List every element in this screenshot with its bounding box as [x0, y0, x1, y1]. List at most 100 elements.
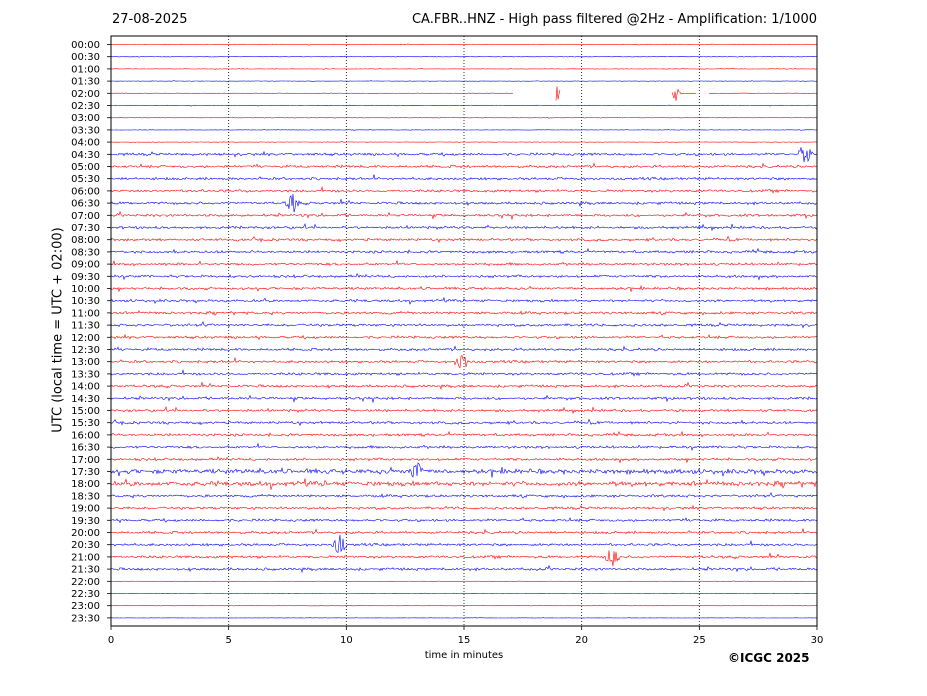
row-label: 16:00: [71, 430, 100, 441]
x-tick-label: 25: [693, 635, 706, 646]
trace-13:00: [110, 354, 818, 369]
row-label: 20:00: [71, 528, 100, 539]
row-label: 23:00: [71, 601, 100, 612]
row-label: 13:00: [71, 357, 100, 368]
trace-07:30: [110, 222, 818, 232]
trace-04:30: [110, 147, 818, 163]
row-label: 06:30: [71, 199, 100, 210]
row-label: 09:00: [71, 260, 100, 271]
trace-23:30: [111, 617, 818, 619]
row-label: 09:30: [71, 272, 100, 283]
trace-01:30: [110, 80, 818, 83]
trace-03:30: [110, 129, 817, 131]
trace-23:00: [110, 604, 818, 607]
row-label: 03:00: [71, 113, 100, 124]
trace-11:30: [110, 321, 818, 329]
trace-09:30: [110, 273, 818, 281]
trace-00:00: [111, 43, 818, 46]
trace-14:30: [110, 394, 818, 403]
row-label: 17:00: [71, 455, 100, 466]
row-label: 12:30: [71, 345, 100, 356]
row-label: 22:30: [71, 589, 100, 600]
row-label: 10:30: [71, 296, 100, 307]
row-label: 05:30: [71, 174, 100, 185]
row-label: 22:00: [71, 577, 100, 588]
trace-08:00: [110, 235, 818, 244]
row-label: 07:30: [71, 223, 100, 234]
row-label: 12:00: [71, 333, 100, 344]
row-label: 11:30: [71, 321, 100, 332]
x-tick-label: 5: [225, 635, 231, 646]
trace-17:00: [110, 456, 818, 464]
row-label: 06:00: [71, 186, 100, 197]
trace-03:00: [110, 116, 817, 119]
trace-05:00: [110, 162, 818, 169]
row-label: 08:00: [71, 235, 100, 246]
trace-11:00: [110, 310, 818, 316]
row-label: 11:00: [71, 308, 100, 319]
row-label: 04:00: [71, 138, 100, 149]
trace-17:30: [110, 462, 818, 478]
trace-19:00: [110, 504, 818, 512]
row-label: 21:30: [71, 565, 100, 576]
trace-16:30: [110, 442, 818, 452]
row-label: 21:00: [71, 552, 100, 563]
row-label: 16:30: [71, 443, 100, 454]
trace-02:00: [110, 86, 817, 101]
x-tick-label: 0: [108, 635, 114, 646]
trace-09:00: [110, 259, 818, 267]
trace-06:00: [110, 186, 818, 194]
trace-20:30: [110, 534, 818, 553]
trace-21:00: [110, 550, 818, 567]
trace-05:30: [110, 174, 818, 181]
row-label: 10:00: [71, 284, 100, 295]
row-label: 01:00: [71, 64, 100, 75]
row-label: 07:00: [71, 211, 100, 222]
trace-10:30: [110, 296, 818, 305]
row-label: 15:30: [71, 418, 100, 429]
x-tick-label: 20: [575, 635, 588, 646]
trace-10:00: [110, 284, 818, 292]
trace-06:30: [110, 193, 818, 213]
x-axis-label: time in minutes: [424, 650, 504, 661]
trace-07:00: [110, 210, 818, 220]
x-tick-label: 15: [458, 635, 471, 646]
trace-02:30: [110, 104, 818, 107]
trace-15:30: [110, 418, 818, 427]
trace-14:00: [110, 381, 818, 391]
row-label: 00:00: [71, 40, 100, 51]
trace-04:00: [111, 141, 817, 143]
row-label: 17:30: [71, 467, 100, 478]
row-label: 23:30: [71, 613, 100, 624]
trace-01:00: [110, 67, 817, 70]
chart-title: CA.FBR..HNZ - High pass filtered @2Hz - …: [411, 12, 817, 27]
row-label: 02:00: [71, 89, 100, 100]
trace-19:30: [110, 517, 818, 524]
trace-13:30: [110, 369, 818, 377]
copyright-label: ©ICGC 2025: [728, 651, 810, 665]
trace-15:00: [110, 405, 818, 415]
row-label: 02:30: [71, 101, 100, 112]
row-label: 00:30: [71, 52, 100, 63]
row-label: 15:00: [71, 406, 100, 417]
trace-00:30: [110, 55, 817, 58]
trace-16:00: [110, 430, 818, 438]
row-label: 19:00: [71, 504, 100, 515]
row-label: 19:30: [71, 516, 100, 527]
row-label: 04:30: [71, 150, 100, 161]
row-label: 14:00: [71, 382, 100, 393]
row-label: 01:30: [71, 77, 100, 88]
date-label: 27-08-2025: [112, 12, 188, 27]
trace-12:00: [110, 333, 818, 341]
row-label: 18:30: [71, 491, 100, 502]
trace-18:30: [110, 491, 818, 499]
row-label: 14:30: [71, 394, 100, 405]
trace-22:00: [110, 580, 818, 583]
row-label: 08:30: [71, 247, 100, 258]
x-tick-label: 30: [811, 635, 824, 646]
trace-18:00: [110, 478, 818, 490]
x-tick-label: 10: [340, 635, 353, 646]
row-label: 03:30: [71, 125, 100, 136]
trace-08:30: [110, 247, 818, 255]
